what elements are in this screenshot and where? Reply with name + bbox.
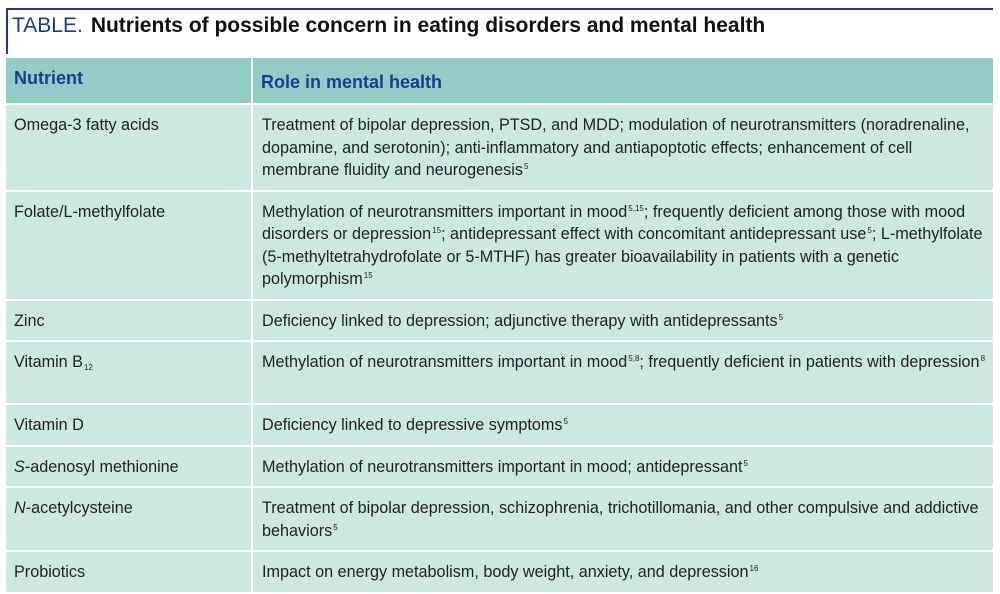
table-row: Vitamin D Deficiency linked to depressiv…	[6, 404, 993, 447]
nutrient-cell: Omega-3 fatty acids	[6, 104, 253, 192]
reference: 5	[778, 312, 784, 322]
role-cell: Treatment of bipolar depression, schizop…	[252, 487, 993, 552]
role-cell: Methylation of neurotransmitters importa…	[252, 445, 993, 488]
reference: 5	[563, 417, 568, 426]
reference: 5,8	[628, 354, 640, 363]
role-cell: Methylation of neurotransmitters importa…	[252, 190, 993, 301]
nutrient-cell: Folate/L-methylfolate	[6, 190, 253, 301]
table-row: Folate/L-methylfolate Methylation of neu…	[6, 190, 993, 301]
role-cell: Deficiency linked to depressive symptoms…	[252, 404, 993, 447]
reference: 15	[432, 226, 442, 235]
subscript: 12	[83, 363, 93, 372]
table-row: N-acetylcysteine Treatment of bipolar de…	[6, 487, 993, 552]
table-row: Vitamin B12 Methylation of neurotransmit…	[6, 341, 993, 405]
role-cell: Impact on energy metabolism, body weight…	[252, 551, 993, 594]
nutrient-cell: N-acetylcysteine	[6, 487, 253, 552]
reference: 5	[333, 522, 338, 532]
role-cell: Deficiency linked to depression; adjunct…	[252, 299, 993, 342]
nutrient-cell: Probiotics	[6, 551, 253, 594]
nutrient-cell: Zinc	[6, 299, 253, 342]
role-cell: Methylation of neurotransmitters importa…	[252, 341, 993, 405]
nutrient-cell: S-adenosyl methionine	[6, 445, 253, 488]
column-header-nutrient: Nutrient	[6, 58, 253, 105]
table-row: S-adenosyl methionine Methylation of neu…	[6, 445, 993, 488]
table-header-row: Nutrient Role in mental health	[6, 58, 993, 105]
reference: 15	[363, 271, 373, 280]
reference: 16	[749, 564, 759, 573]
role-cell: Treatment of bipolar depression, PTSD, a…	[252, 104, 993, 192]
title-bar	[6, 8, 993, 54]
table-row: Probiotics Impact on energy metabolism, …	[6, 551, 993, 594]
nutrients-table: Nutrient Role in mental health Omega-3 f…	[6, 58, 993, 594]
nutrient-cell: Vitamin D	[6, 404, 253, 447]
nutrient-cell: Vitamin B12	[6, 341, 253, 405]
table-title-text: Nutrients of possible concern in eating …	[90, 14, 766, 37]
column-header-role: Role in mental health	[252, 58, 993, 105]
reference: 8	[980, 354, 986, 363]
reference: 5	[743, 458, 748, 468]
table-row: Zinc Deficiency linked to depression; ad…	[6, 299, 993, 342]
table-title: TABLE. Nutrients of possible concern in e…	[12, 14, 765, 38]
table-label: TABLE.	[12, 14, 83, 37]
table-row: Omega-3 fatty acids Treatment of bipolar…	[6, 104, 993, 192]
reference: 5,15	[628, 203, 644, 213]
reference: 5	[867, 226, 872, 235]
reference: 5	[523, 162, 529, 171]
